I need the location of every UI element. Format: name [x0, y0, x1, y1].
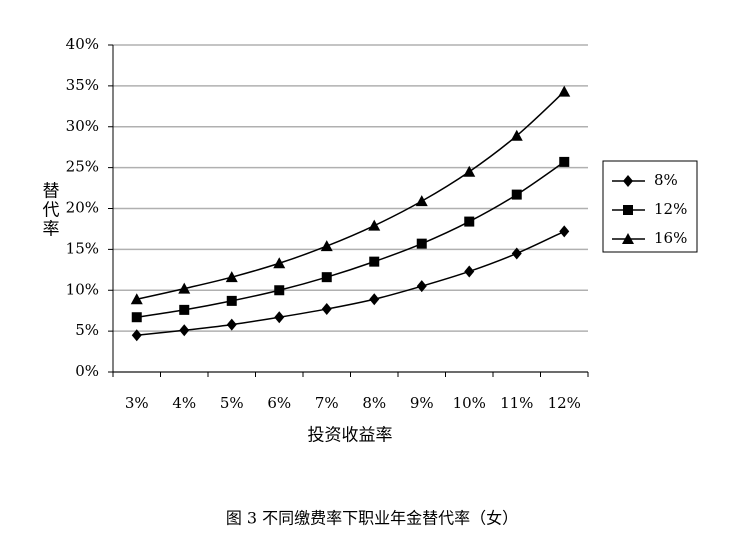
data-point [320, 240, 333, 252]
legend-box [602, 160, 698, 253]
legend-marker [622, 233, 634, 244]
data-point [464, 216, 475, 227]
x-tick-label: 11% [500, 394, 533, 412]
y-tick-label: 0% [75, 362, 99, 380]
x-tick-label: 12% [548, 394, 581, 412]
data-point [179, 324, 190, 337]
x-tick-label: 9% [410, 394, 434, 412]
y-axis-title: 替代率 [39, 181, 60, 238]
data-point [369, 256, 380, 267]
data-point [226, 318, 237, 331]
data-point [511, 189, 522, 200]
data-point [321, 272, 332, 283]
data-point [559, 156, 570, 167]
data-point [416, 280, 427, 293]
data-point [415, 195, 428, 207]
data-point [225, 271, 238, 283]
data-point [368, 219, 381, 231]
data-point [179, 304, 190, 315]
x-axis-title: 投资收益率 [308, 426, 393, 446]
y-tick-label: 25% [66, 158, 99, 176]
x-tick-label: 8% [362, 394, 386, 412]
x-tick-label: 6% [267, 394, 291, 412]
y-tick-label: 20% [66, 199, 99, 217]
data-point [464, 265, 475, 278]
data-point [511, 247, 522, 260]
y-tick-label: 35% [66, 76, 99, 94]
series-line [136, 161, 565, 318]
data-point [510, 129, 523, 141]
y-tick-label: 30% [66, 117, 99, 135]
data-point [274, 311, 285, 324]
series-line [136, 230, 565, 336]
caption: 图 3 不同缴费率下职业年金替代率（女） [226, 509, 518, 528]
data-point [416, 238, 427, 249]
x-tick-label: 5% [220, 394, 244, 412]
legend-marker [623, 205, 633, 215]
legend-label: 12% [654, 200, 687, 218]
y-tick-label: 5% [75, 321, 99, 339]
legend-label: 8% [654, 171, 678, 189]
x-tick-label: 7% [315, 394, 339, 412]
y-tick-label: 40% [66, 35, 99, 53]
data-point [274, 285, 285, 296]
y-tick-label: 10% [66, 280, 99, 298]
y-tick-label: 15% [66, 239, 99, 257]
x-tick-label: 10% [453, 394, 486, 412]
data-point [463, 165, 476, 177]
legend-marker [623, 175, 633, 187]
x-tick-label: 4% [172, 394, 196, 412]
data-point [131, 312, 142, 323]
data-point [558, 85, 571, 97]
x-tick-label: 3% [125, 394, 149, 412]
legend-label: 16% [654, 229, 687, 247]
data-point [273, 257, 286, 269]
data-point [559, 225, 570, 238]
series-line [136, 91, 565, 300]
data-point [130, 293, 143, 305]
data-point [131, 329, 142, 342]
data-point [321, 303, 332, 316]
data-point [226, 295, 237, 306]
data-point [369, 293, 380, 306]
data-point [178, 282, 191, 294]
